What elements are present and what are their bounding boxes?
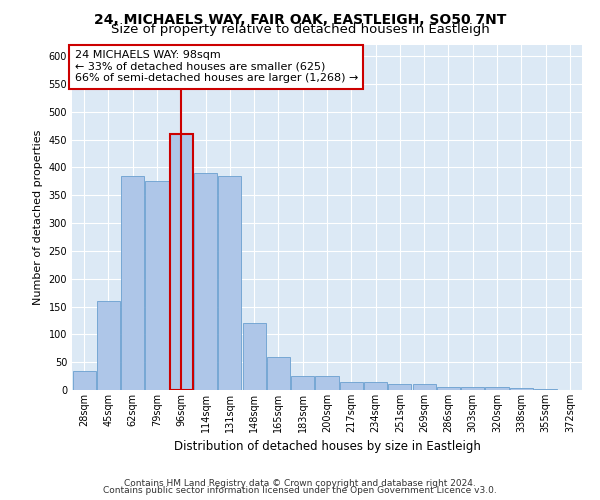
Text: 24 MICHAELS WAY: 98sqm
← 33% of detached houses are smaller (625)
66% of semi-de: 24 MICHAELS WAY: 98sqm ← 33% of detached…	[74, 50, 358, 84]
Bar	[437, 387, 460, 390]
Bar	[194, 173, 217, 390]
Bar	[97, 301, 120, 390]
Bar	[364, 382, 387, 390]
Bar	[461, 387, 484, 390]
Text: Size of property relative to detached houses in Eastleigh: Size of property relative to detached ho…	[110, 22, 490, 36]
Bar	[340, 382, 363, 390]
Text: 24, MICHAELS WAY, FAIR OAK, EASTLEIGH, SO50 7NT: 24, MICHAELS WAY, FAIR OAK, EASTLEIGH, S…	[94, 12, 506, 26]
Bar	[510, 388, 533, 390]
Text: Contains HM Land Registry data © Crown copyright and database right 2024.: Contains HM Land Registry data © Crown c…	[124, 478, 476, 488]
Text: Contains public sector information licensed under the Open Government Licence v3: Contains public sector information licen…	[103, 486, 497, 495]
Bar	[242, 323, 266, 390]
Y-axis label: Number of detached properties: Number of detached properties	[33, 130, 43, 305]
Bar	[388, 384, 412, 390]
Bar	[267, 356, 290, 390]
Bar	[73, 370, 95, 390]
Bar	[218, 176, 241, 390]
Bar	[145, 182, 169, 390]
X-axis label: Distribution of detached houses by size in Eastleigh: Distribution of detached houses by size …	[173, 440, 481, 454]
Bar	[170, 134, 193, 390]
Bar	[121, 176, 144, 390]
Bar	[413, 384, 436, 390]
Bar	[316, 376, 338, 390]
Bar	[291, 376, 314, 390]
Bar	[485, 387, 509, 390]
Bar	[534, 389, 557, 390]
